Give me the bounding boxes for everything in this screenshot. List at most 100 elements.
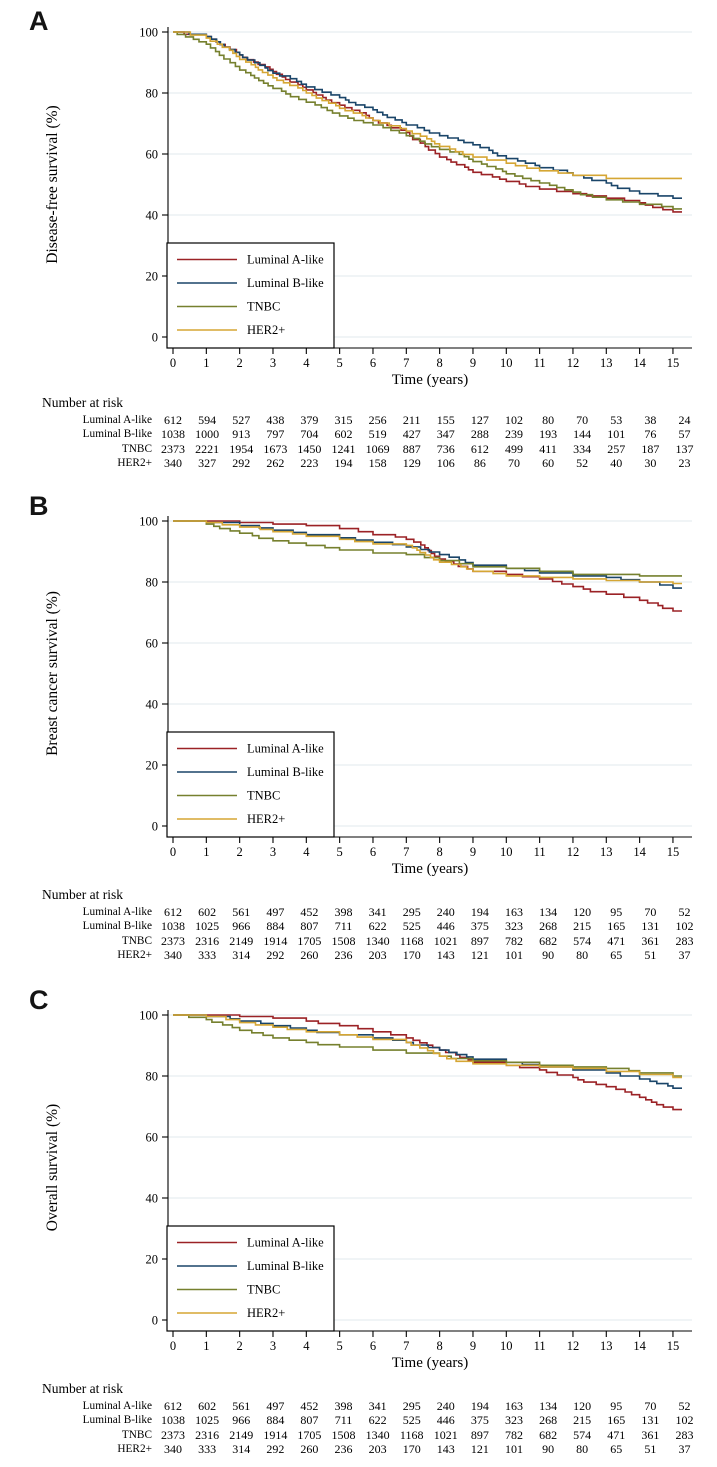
svg-text:100: 100 <box>139 26 158 40</box>
svg-text:0: 0 <box>170 356 176 370</box>
risk-row-label: HER2+ <box>117 456 152 469</box>
svg-text:60: 60 <box>146 1131 159 1145</box>
risk-count: 327 <box>198 455 217 470</box>
svg-text:4: 4 <box>303 1339 310 1353</box>
risk-count: 134 <box>539 905 558 919</box>
risk-count: 471 <box>607 1427 626 1442</box>
risk-count: 170 <box>402 947 421 962</box>
svg-text:100: 100 <box>139 1009 158 1023</box>
risk-count: 807 <box>300 919 319 934</box>
svg-text:6: 6 <box>370 845 376 859</box>
risk-count: 236 <box>334 1441 353 1456</box>
risk-row: HER2+ 340 333 314 292 260 236 203 170 143 121 101 90… <box>0 1442 717 1456</box>
svg-text:8: 8 <box>437 845 443 859</box>
risk-count: 682 <box>539 933 558 948</box>
risk-count: 1914 <box>263 1427 288 1442</box>
risk-count: 194 <box>470 1399 489 1413</box>
legend-label: TNBC <box>247 300 280 314</box>
legend-label: Luminal B-like <box>247 1259 324 1273</box>
risk-count: 497 <box>266 1399 285 1413</box>
risk-count: 452 <box>300 905 319 919</box>
risk-row-label: Luminal A-like <box>82 906 152 918</box>
svg-text:7: 7 <box>403 845 409 859</box>
svg-text:3: 3 <box>270 1339 276 1353</box>
risk-row: Luminal B-like 1038 1025 966 884 807 711 622 525… <box>0 1413 717 1427</box>
risk-count: 612 <box>470 441 489 456</box>
risk-count: 1000 <box>195 427 220 442</box>
risk-count: 257 <box>607 441 626 456</box>
risk-count: 37 <box>678 947 691 962</box>
risk-count: 1038 <box>161 427 186 442</box>
svg-text:2: 2 <box>237 356 243 370</box>
risk-count: 612 <box>164 1399 183 1413</box>
svg-text:5: 5 <box>337 356 343 370</box>
risk-count: 129 <box>402 455 421 470</box>
risk-count: 499 <box>504 441 523 456</box>
risk-count: 120 <box>573 905 592 919</box>
risk-count: 334 <box>573 441 592 456</box>
svg-text:3: 3 <box>270 845 276 859</box>
risk-count: 602 <box>198 905 217 919</box>
km-curve-luminal-a-like <box>173 1014 682 1111</box>
risk-count: 292 <box>232 455 251 470</box>
svg-text:5: 5 <box>337 845 343 859</box>
risk-count: 2373 <box>161 441 186 456</box>
risk-row-label: Luminal A-like <box>82 1400 152 1412</box>
risk-count: 76 <box>644 427 657 442</box>
risk-count: 333 <box>198 1441 217 1456</box>
risk-table-panel-b: Number at risk Luminal A-like 612 602 561 497… <box>0 888 717 962</box>
gridlines <box>168 520 692 827</box>
risk-row-label: HER2+ <box>117 1442 152 1455</box>
risk-count: 323 <box>504 1413 523 1428</box>
risk-row-label: HER2+ <box>117 948 152 961</box>
risk-count: 333 <box>198 947 217 962</box>
series-lines <box>173 520 682 612</box>
risk-count: 24 <box>678 413 691 427</box>
km-curve-her2- <box>173 31 682 180</box>
svg-text:14: 14 <box>633 845 646 859</box>
risk-row: Luminal A-like 612 602 561 497 452 398 341 295 24… <box>0 905 717 919</box>
risk-count: 897 <box>470 1427 489 1442</box>
risk-count: 612 <box>164 413 183 427</box>
risk-count: 144 <box>573 427 592 442</box>
km-curve-tnbc <box>173 520 682 577</box>
risk-count: 203 <box>368 947 387 962</box>
risk-count: 23 <box>678 455 691 470</box>
risk-count: 163 <box>504 1399 523 1413</box>
risk-count: 80 <box>542 413 555 427</box>
risk-count: 398 <box>334 1399 353 1413</box>
svg-text:2: 2 <box>237 845 243 859</box>
risk-count: 682 <box>539 1427 558 1442</box>
svg-text:13: 13 <box>600 356 613 370</box>
risk-count: 314 <box>232 947 251 962</box>
risk-count: 203 <box>368 1441 387 1456</box>
risk-count: 292 <box>266 947 285 962</box>
svg-text:80: 80 <box>146 1070 159 1084</box>
risk-count: 1450 <box>297 441 322 456</box>
risk-count: 268 <box>539 1413 558 1428</box>
svg-text:0: 0 <box>152 331 158 345</box>
risk-count: 341 <box>368 905 387 919</box>
svg-text:12: 12 <box>567 1339 580 1353</box>
risk-count: 143 <box>436 1441 455 1456</box>
risk-count: 1021 <box>433 933 458 948</box>
risk-count: 340 <box>164 947 183 962</box>
risk-count: 101 <box>504 1441 523 1456</box>
risk-row-label: TNBC <box>121 1428 152 1441</box>
km-curve-her2- <box>173 1014 682 1079</box>
risk-count: 127 <box>470 413 489 427</box>
risk-count: 704 <box>300 427 319 442</box>
legend-label: HER2+ <box>247 323 285 337</box>
svg-text:5: 5 <box>337 1339 343 1353</box>
risk-count: 295 <box>402 1399 421 1413</box>
risk-row-label: Luminal B-like <box>82 1414 152 1427</box>
svg-text:60: 60 <box>146 148 159 162</box>
risk-count: 1038 <box>161 1413 186 1428</box>
svg-text:1: 1 <box>203 845 209 859</box>
risk-count: 966 <box>232 919 251 934</box>
svg-text:20: 20 <box>146 270 159 284</box>
svg-text:9: 9 <box>470 845 476 859</box>
panel-letter-a: A <box>29 6 49 36</box>
